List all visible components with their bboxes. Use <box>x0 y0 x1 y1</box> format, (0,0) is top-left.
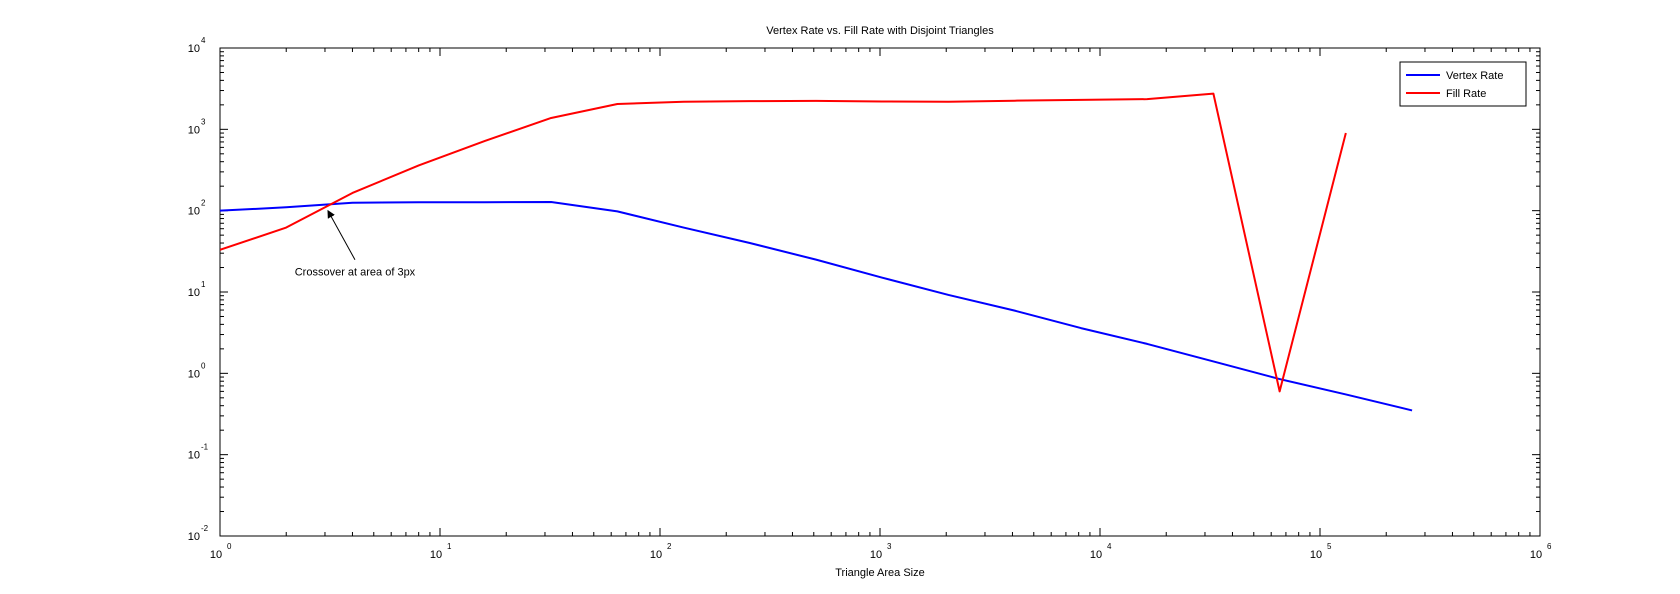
crossover-annotation: Crossover at area of 3px <box>295 209 416 279</box>
x-tick-label: 10 4 <box>1090 542 1112 561</box>
y-tick-exponent: 0 <box>201 361 206 370</box>
x-axis-label: Triangle Area Size <box>835 567 924 579</box>
x-tick-label: 10 2 <box>650 542 672 561</box>
y-tick-exponent: 4 <box>201 36 206 45</box>
x-tick-exponent: 5 <box>1327 542 1332 551</box>
x-tick-base: 10 <box>1530 549 1542 561</box>
x-tick-base: 10 <box>870 549 882 561</box>
annotation-text: Crossover at area of 3px <box>295 267 416 279</box>
x-tick-base: 10 <box>1310 549 1322 561</box>
y-tick-label: 102 <box>188 199 206 218</box>
y-tick-exponent: 1 <box>201 280 206 289</box>
series-line-vertex-rate <box>220 200 1413 412</box>
y-tick-base: 10 <box>188 450 200 462</box>
y-tick-base: 10 <box>188 287 200 299</box>
x-tick-label: 10 3 <box>870 542 892 561</box>
annotation-arrow <box>327 209 356 260</box>
x-tick-exponent: 2 <box>667 542 672 551</box>
x-tick-exponent: 4 <box>1107 542 1112 551</box>
y-tick-exponent: 2 <box>201 199 206 208</box>
x-tick-exponent: 3 <box>887 542 892 551</box>
x-tick-base: 10 <box>430 549 442 561</box>
legend-entry: Vertex Rate <box>1446 70 1503 82</box>
y-tick-base: 10 <box>188 368 200 380</box>
plot-area: 10010110210310410510610-210-110010110210… <box>188 36 1552 561</box>
x-tick-label: 10 0 <box>210 542 232 561</box>
x-tick-exponent: 0 <box>227 542 232 551</box>
x-tick-exponent: 1 <box>447 542 452 551</box>
x-tick-exponent: 6 <box>1547 542 1552 551</box>
series-line-fill-rate <box>220 92 1347 393</box>
x-tick-base: 10 <box>650 549 662 561</box>
x-tick-base: 10 <box>1090 549 1102 561</box>
y-tick-base: 10 <box>188 206 200 218</box>
legend: Vertex Rate Fill Rate <box>1399 61 1527 107</box>
legend-box <box>1399 61 1527 107</box>
y-tick-base: 10 <box>188 43 200 55</box>
y-tick-label: 104 <box>188 36 206 55</box>
y-tick-exponent: 3 <box>201 117 206 126</box>
y-tick-exponent: -1 <box>201 443 209 452</box>
y-tick-base: 10 <box>188 124 200 136</box>
y-tick-exponent: -2 <box>201 524 209 533</box>
y-tick-base: 10 <box>188 531 200 543</box>
x-tick-label: 10 1 <box>430 542 452 561</box>
x-tick-label: 10 5 <box>1310 542 1332 561</box>
y-tick-label: 10-2 <box>188 524 209 543</box>
x-tick-base: 10 <box>210 549 222 561</box>
y-tick-label: 10-1 <box>188 443 209 462</box>
x-tick-label: 10 6 <box>1530 542 1552 561</box>
chart-title: Vertex Rate vs. Fill Rate with Disjoint … <box>766 25 994 37</box>
y-tick-label: 103 <box>188 117 206 136</box>
axes-box <box>219 47 1541 537</box>
y-tick-label: 100 <box>188 361 206 380</box>
legend-entry: Fill Rate <box>1446 88 1486 100</box>
y-tick-label: 101 <box>188 280 206 299</box>
